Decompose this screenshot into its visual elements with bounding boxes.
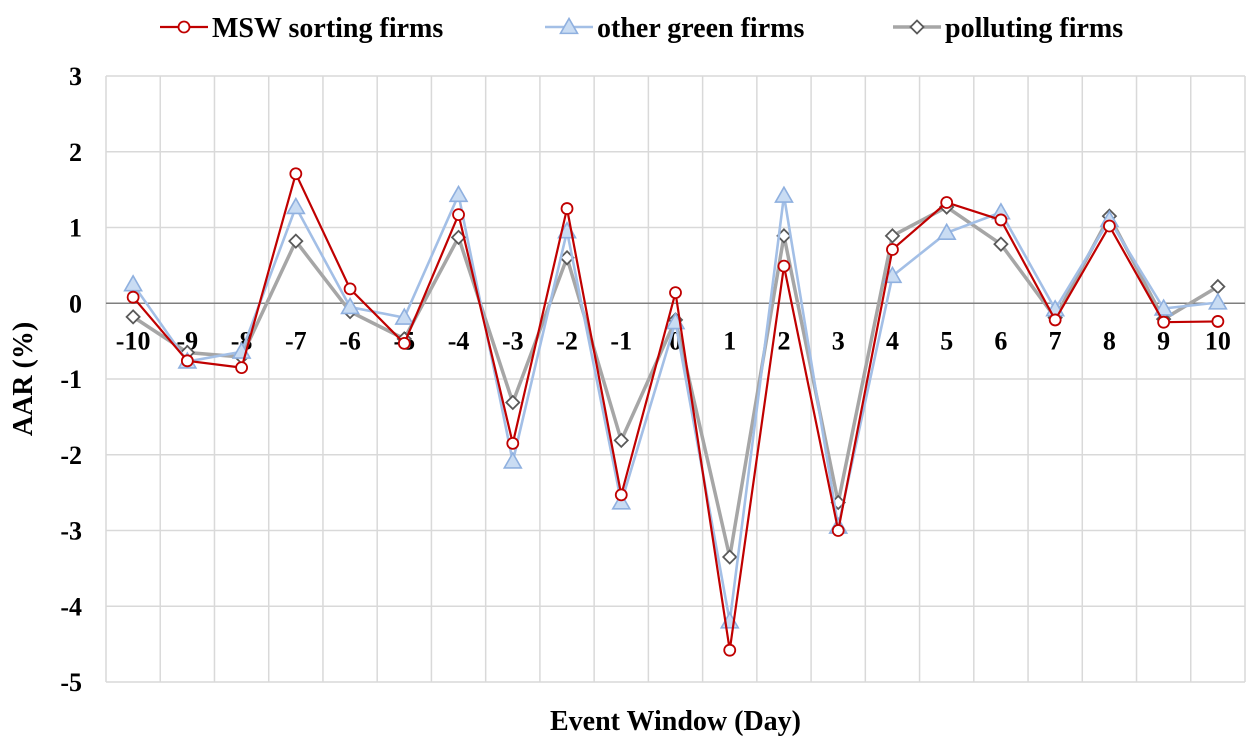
y-tick-label: -5 [60,668,82,697]
y-axis-title: AAR (%) [8,322,39,436]
x-tick-label: -3 [502,326,524,355]
data-point [1208,292,1228,310]
series-group [123,167,1228,657]
data-point [774,185,794,203]
data-point [502,451,523,469]
x-tick-label: 6 [994,326,1007,355]
legend-item: polluting firms [893,13,1123,44]
x-tick-label: 5 [940,326,953,355]
y-tick-label: 1 [69,214,82,243]
data-point [886,243,899,256]
series-diamond [125,199,1226,565]
data-point [394,307,415,325]
x-tick-label: 8 [1103,326,1116,355]
data-point [506,436,520,450]
y-tick-label: 0 [69,289,82,318]
data-point [126,290,140,304]
data-point [614,488,628,502]
data-point [884,228,901,244]
y-tick-label: -4 [60,592,82,621]
data-point [723,643,737,657]
x-tick-label: 4 [886,326,899,355]
data-point [831,524,845,537]
data-point [288,233,304,249]
x-tick-label: -1 [610,326,632,355]
x-tick-label: 9 [1157,326,1170,355]
grid [105,75,1246,683]
x-axis-title: Event Window (Day) [550,706,801,737]
series-line [132,205,1219,558]
data-point [777,259,791,273]
data-point [993,236,1009,252]
x-tick-label: -7 [285,326,307,355]
data-point [909,19,925,35]
x-tick-label: 1 [723,326,736,355]
y-tick-label: -2 [60,441,82,470]
data-point [1211,315,1225,328]
data-point [1157,315,1171,329]
data-point [721,549,738,565]
legend-label: polluting firms [945,13,1123,44]
data-point [289,167,303,181]
x-tick-label: 10 [1205,326,1231,355]
data-point [505,394,521,411]
data-point [397,336,411,350]
series-circle [126,167,1225,657]
x-tick-label: -6 [339,326,361,355]
legend-item: MSW sorting firms [160,13,443,44]
data-point [936,222,957,240]
data-point [1153,298,1174,316]
legend-label: MSW sorting firms [212,13,443,44]
legend: MSW sorting firms other green firms pollut… [160,13,1123,44]
data-point [1103,219,1116,233]
data-point [177,20,191,34]
x-tick-label: 3 [832,326,845,355]
y-tick-label: -1 [60,365,82,394]
y-tick-label: 2 [69,138,82,167]
data-point [340,296,360,315]
x-tick-label: -2 [556,326,578,355]
x-tick-label: 2 [777,326,790,355]
y-axis: -5 -4 -3 -2 -1 0 1 2 3 [60,62,82,697]
y-tick-label: 3 [69,62,82,91]
x-tick-label: 7 [1049,326,1062,355]
data-point [560,202,574,215]
data-point [448,184,469,203]
data-point [452,208,465,222]
x-tick-label: -10 [116,326,151,355]
x-tick-label: -4 [448,326,470,355]
series-line [132,190,1219,622]
data-point [1048,313,1062,327]
data-point [125,309,141,325]
data-point [123,274,143,292]
data-point [343,282,357,296]
data-point [994,213,1008,227]
legend-item: other green firms [545,13,804,44]
data-point [285,196,306,215]
data-point [613,432,630,449]
data-point [611,492,632,510]
data-point [669,286,682,300]
data-point [235,361,248,375]
y-tick-label: -3 [60,517,82,546]
data-point [940,196,954,209]
data-point [180,354,194,368]
legend-label: other green firms [597,13,804,44]
data-point [559,16,579,35]
